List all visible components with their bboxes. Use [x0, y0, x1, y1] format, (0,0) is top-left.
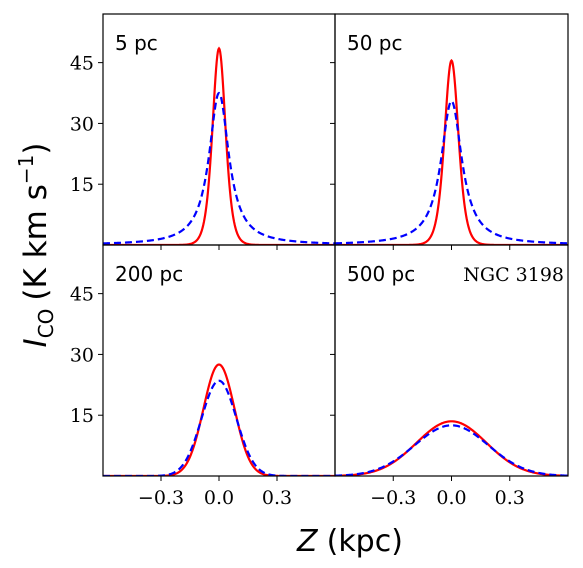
x-axis-label: Z (kpc) [296, 524, 403, 559]
x-tick-label: −0.3 [138, 487, 184, 509]
x-tick-label: 0.0 [204, 487, 234, 509]
y-tick-label: 30 [70, 113, 94, 135]
y-tick-label: 15 [70, 405, 94, 427]
x-tick-label: 0.3 [495, 487, 525, 509]
y-tick-label: 15 [70, 174, 94, 196]
series-line-dashed [103, 91, 335, 245]
x-label-unit: (kpc) [327, 524, 403, 559]
series-line-solid [103, 46, 335, 245]
series-line-solid [335, 420, 568, 476]
panel-label: 200 pc [115, 262, 183, 286]
x-tick-label: 0.0 [436, 487, 466, 509]
panel-label: 500 pc [347, 262, 415, 286]
y-label-exp: −1 [14, 155, 38, 184]
y-label-main: I [18, 338, 54, 347]
y-label-close: ) [18, 143, 54, 155]
y-tick-label: 30 [70, 344, 94, 366]
panel-4: −0.3 0.0 0.3 500 pc NGC 3198 [330, 244, 569, 509]
series-line-dashed [335, 99, 568, 245]
svg-text:Z(kpc): Z (kpc) [296, 524, 403, 559]
series-line-solid [335, 58, 568, 245]
svg-text:ICO(K km s−1): ICO (K km s−1) [14, 143, 58, 348]
x-label-main: Z [296, 524, 319, 559]
panels-group: 15 30 45 5 pc 50 pc 15 30 45 −0.3 0.0 0.3 200 pc −0.… [70, 13, 569, 509]
y-label-unit: (K km s [18, 184, 54, 300]
y-label-sub: CO [34, 309, 58, 339]
panel-label: 50 pc [347, 31, 403, 55]
panel-2: 50 pc [330, 13, 569, 250]
series-line-dashed [103, 379, 335, 476]
panel-label: 5 pc [115, 31, 158, 55]
x-tick-label: 0.3 [262, 487, 292, 509]
y-tick-label: 45 [70, 284, 94, 306]
panel-annotation: NGC 3198 [463, 264, 564, 286]
panel-3: 15 30 45 −0.3 0.0 0.3 200 pc [70, 244, 336, 509]
y-tick-label: 45 [70, 53, 94, 75]
panel-1: 15 30 45 5 pc [70, 13, 336, 250]
y-axis-label: ICO (K km s−1) [14, 143, 58, 348]
x-tick-label: −0.3 [370, 487, 416, 509]
series-line-dashed [335, 424, 568, 476]
series-line-solid [103, 363, 335, 476]
